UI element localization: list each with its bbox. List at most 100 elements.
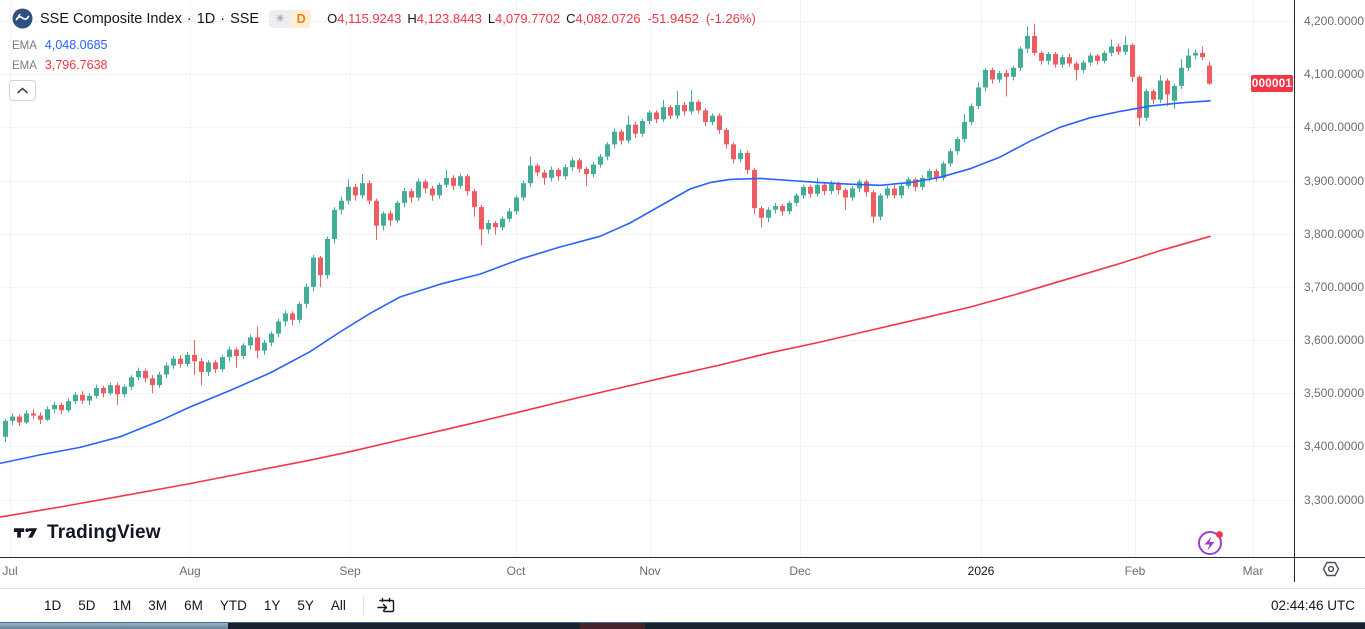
bottom-window-strip <box>0 622 1365 629</box>
chart-pane[interactable] <box>0 0 1294 557</box>
candle-body <box>409 191 414 198</box>
candle-body <box>1039 52 1044 61</box>
candle-body <box>31 413 36 416</box>
candle-body <box>3 420 8 437</box>
candle-body <box>199 361 204 372</box>
candle-body <box>486 223 491 230</box>
price-axis[interactable]: 4,200.0000 4,100.0000 4,000.0000 3,900.0000… <box>1294 0 1365 558</box>
candle-body <box>948 151 953 164</box>
candle-body <box>1046 53 1051 61</box>
range-button-3m[interactable]: 3M <box>140 594 175 617</box>
candle-body <box>500 218 505 228</box>
go-to-date-button[interactable] <box>372 593 400 617</box>
candle-body <box>339 200 344 210</box>
candle-body <box>584 168 589 175</box>
title-separator: · <box>220 10 226 27</box>
candle-body <box>395 202 400 221</box>
tradingview-logo-icon <box>13 528 38 538</box>
candle-body <box>808 186 813 194</box>
tradingview-watermark[interactable]: TradingView <box>13 521 161 544</box>
candle-body <box>514 197 519 212</box>
range-button-5d[interactable]: 5D <box>70 594 103 617</box>
range-button-1d[interactable]: 1D <box>36 594 69 617</box>
price-axis-label: 4,200.0000 <box>1304 14 1365 28</box>
price-axis-label: 3,600.0000 <box>1304 333 1365 348</box>
indicator-row-ema-slow[interactable]: EMA 3,796.7638 <box>12 58 107 72</box>
range-button-6m[interactable]: 6M <box>176 594 211 617</box>
candle-body <box>241 345 246 356</box>
change-value: -51.9452 <box>647 11 699 26</box>
candle-body <box>66 401 71 411</box>
candle-body <box>115 385 120 395</box>
ema-fast-line[interactable] <box>0 100 1211 465</box>
ema-fast-value: 4,048.0685 <box>44 38 108 52</box>
range-button-1m[interactable]: 1M <box>105 594 140 617</box>
price-scale-settings-icon[interactable] <box>1321 559 1341 579</box>
exchange-label[interactable]: SSE <box>230 10 260 27</box>
candle-body <box>451 177 456 186</box>
candle-body <box>570 160 575 168</box>
candle-body <box>976 87 981 107</box>
candle-body <box>10 416 15 421</box>
range-button-all[interactable]: All <box>323 594 354 617</box>
candle-body <box>353 186 358 196</box>
candle-body <box>52 404 57 410</box>
candle-body <box>710 115 715 123</box>
candle-body <box>423 181 428 189</box>
candle-body <box>654 112 659 120</box>
open-value: 4,115.9243 <box>337 11 402 26</box>
candle-body <box>1130 44 1135 77</box>
close-value: 4,082.0726 <box>575 11 641 26</box>
candle-body <box>276 321 281 334</box>
range-button-ytd[interactable]: YTD <box>212 594 255 617</box>
time-axis[interactable]: Jul Aug Sep Oct Nov Dec 2026 Feb Mar <box>0 557 1365 588</box>
candle-body <box>1151 91 1156 100</box>
candle-body <box>171 358 176 366</box>
candle-body <box>1109 46 1114 53</box>
candle-body <box>780 206 785 212</box>
candle-body <box>990 69 995 80</box>
candle-body <box>388 213 393 221</box>
candle-body <box>80 394 85 401</box>
candle-body <box>507 211 512 219</box>
symbol-title-row[interactable]: SSE Composite Index · 1D · SSE ✳ D O 4,11… <box>12 8 756 29</box>
candle-body <box>773 206 778 210</box>
market-status-badge[interactable]: ✳ D <box>269 9 312 28</box>
candle-body <box>1102 52 1107 61</box>
candle-body <box>381 213 386 226</box>
candle-body <box>129 377 134 387</box>
candle-body <box>1032 35 1037 53</box>
candle-body <box>892 188 897 196</box>
range-button-1y[interactable]: 1Y <box>256 594 289 617</box>
candle-body <box>612 131 617 145</box>
candle-body <box>878 195 883 217</box>
candle-body <box>1018 48 1023 68</box>
price-axis-label: 4,000.0000 <box>1304 120 1365 135</box>
candle-body <box>689 101 694 112</box>
candle-body <box>997 73 1002 80</box>
ema-slow-line[interactable] <box>0 235 1211 518</box>
candle-body <box>864 181 869 193</box>
boost-lightning-icon[interactable] <box>1196 528 1226 558</box>
candle-body <box>178 358 183 364</box>
clock-utc[interactable]: 02:44:46 UTC <box>1270 597 1355 613</box>
candle-body <box>1025 35 1030 49</box>
ema-label: EMA <box>12 60 37 72</box>
candle-body <box>724 129 729 145</box>
candle-body <box>416 181 421 198</box>
interval-label[interactable]: 1D <box>196 10 216 27</box>
candle-body <box>969 106 974 123</box>
range-button-5y[interactable]: 5Y <box>289 594 322 617</box>
candle-body <box>1088 55 1093 63</box>
symbol-title[interactable]: SSE Composite Index <box>40 10 182 27</box>
time-axis-label-oct: Oct <box>506 564 526 578</box>
price-axis-label: 3,500.0000 <box>1304 386 1365 401</box>
price-axis-label: 3,900.0000 <box>1304 173 1365 188</box>
ema-slow-value: 3,796.7638 <box>44 58 108 72</box>
candlestick-chart[interactable] <box>0 0 1294 557</box>
indicator-row-ema-fast[interactable]: EMA 4,048.0685 <box>12 38 107 52</box>
candle-body <box>311 257 316 287</box>
collapse-legend-button[interactable] <box>9 80 36 101</box>
candle-body <box>1081 62 1086 70</box>
low-label: L <box>487 11 496 26</box>
